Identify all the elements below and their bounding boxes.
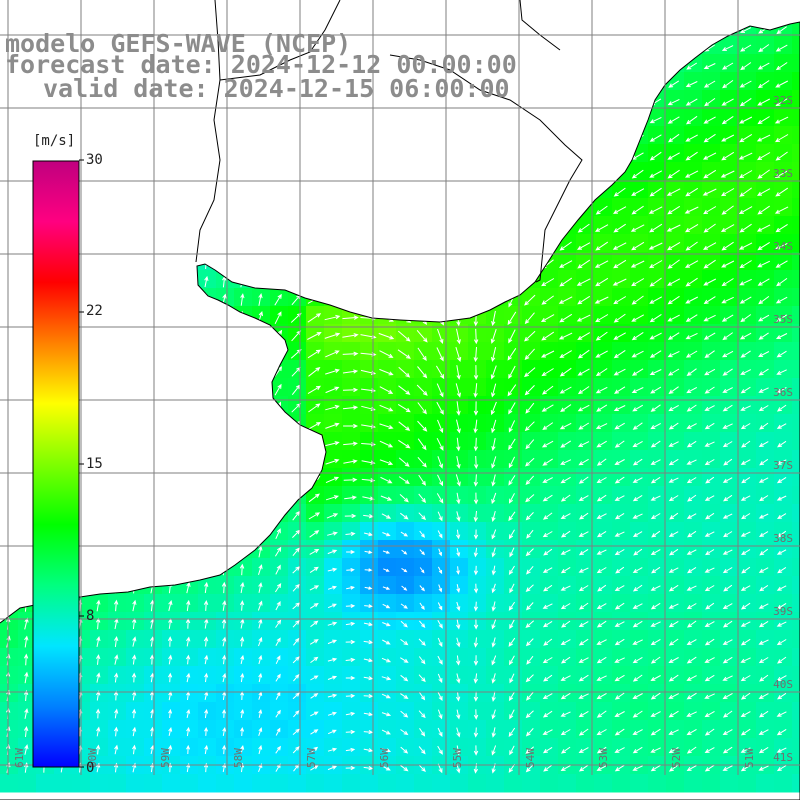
lon-label: 58W [232,748,245,768]
lat-label: 41S [773,751,793,764]
forecast-date: forecast date: 2024-12-12 00:00:00 [5,50,517,79]
lon-label: 56W [378,748,391,768]
border-line-1 [195,0,221,263]
lat-label: 36S [773,386,793,399]
lon-label: 54W [524,748,537,768]
lat-label: 32S [773,94,793,107]
border-line-3 [389,54,583,283]
lon-label: 55W [451,748,464,768]
lat-label: 40S [773,678,793,691]
coastline [0,21,800,800]
colorbar-tick-15: 15 [86,456,103,472]
lat-label: 33S [773,167,793,180]
colorbar-tick-22: 22 [86,303,103,319]
lon-label: 60W [86,748,99,768]
lat-label: 34S [773,240,793,253]
colorbar-unit: [m/s] [33,133,76,149]
lat-label: 37S [773,459,793,472]
lon-label: 53W [597,748,610,768]
colorbar-tick-8: 8 [86,608,95,624]
lat-label: 39S [773,605,793,618]
lat-label: 38S [773,532,793,545]
lon-label: 59W [159,748,172,768]
lon-label: 51W [743,748,756,768]
lat-label: 35S [773,313,793,326]
valid-date: valid date: 2024-12-15 06:00:00 [43,74,510,103]
lon-label: 61W [13,748,26,768]
lon-label: 57W [305,748,318,768]
lon-label: 52W [670,748,683,768]
colorbar-tick-0: 0 [86,760,95,776]
colorbar [32,160,80,768]
border-line-4 [519,0,561,51]
graticule [0,0,800,775]
model-title: modelo GEFS-WAVE (NCEP) [5,29,352,58]
colorbar-tick-30: 30 [86,152,103,168]
